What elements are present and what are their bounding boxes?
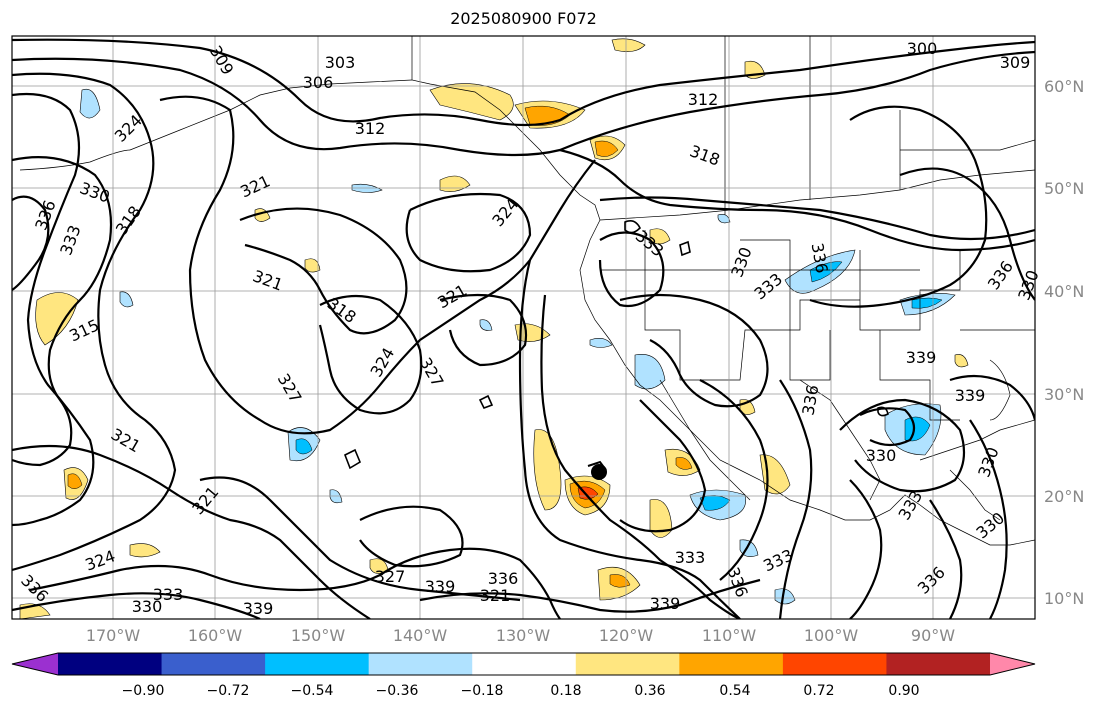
lon-label-130w: 130°W [495,626,551,645]
lon-label-150w: 150°W [290,626,346,645]
colorbar-segment [886,653,991,675]
coastline-and-borders [19,36,1035,546]
colorbar-tick-label: 0.36 [634,683,666,699]
contour-value-label: 339 [650,594,681,613]
lat-label-10n: 10°N [1044,589,1085,608]
contour-value-label: 309 [1000,53,1031,72]
small-contour-features [343,220,889,470]
colorbar-segment [782,653,887,675]
colorbar-tick-label: −0.72 [206,683,250,699]
lon-label-140w: 140°W [392,626,448,645]
lat-label-30n: 30°N [1044,385,1085,404]
contour-value-label: 327 [375,567,406,586]
colorbar-tick-label: −0.18 [460,683,504,699]
colorbar-outline [11,652,1036,676]
colorbar-tick-label: 0.90 [888,683,920,699]
plot-border [11,35,1036,620]
colorbar-tick-label: 0.72 [803,683,835,699]
contour-value-label: 303 [325,53,356,72]
chart-title: 2025080900 F072 [450,9,597,28]
contour-value-label: 330 [132,597,163,616]
contour-value-label: 339 [243,599,274,618]
contour-value-label: 333 [675,548,706,567]
contour-value-label: 300 [907,39,938,58]
colorbar-tick-label: −0.54 [290,683,334,699]
lat-label-50n: 50°N [1044,179,1085,198]
colorbar-segment [575,653,680,675]
lon-label-170w: 170°W [85,626,141,645]
gridlines [12,36,1035,619]
lat-label-20n: 20°N [1044,487,1085,506]
lon-label-100w: 100°W [803,626,859,645]
lon-label-110w: 110°W [701,626,757,645]
strong-negative-anomaly-shading [295,261,943,511]
contour-value-label: 306 [303,73,334,92]
tropical-storm-marker [587,460,607,480]
colorbar-extend-max [990,653,1035,675]
lat-label-40n: 40°N [1044,282,1085,301]
colorbar-segment [161,653,266,675]
colorbar-extend-min [12,653,58,675]
contour-value-label: 321 [480,586,511,605]
colorbar-segment [265,653,370,675]
colorbar-segment [368,653,473,675]
contour-value-label: 330 [866,446,897,465]
colorbar-segment [58,653,163,675]
contour-value-label: 339 [425,577,456,596]
lon-label-120w: 120°W [598,626,654,645]
colorbar-tick-label: −0.36 [375,683,419,699]
colorbar [11,652,1036,676]
contour-value-label: 312 [355,119,386,138]
colorbar-tick-label: 0.18 [550,683,582,699]
lon-label-160w: 160°W [187,626,243,645]
contour-value-label: 336 [488,569,519,588]
colorbar-tick-label: 0.54 [719,683,751,699]
contour-value-label: 339 [906,348,937,367]
colorbar-segment [472,653,577,675]
theta-contours [12,38,1035,619]
contour-value-label: 312 [688,90,719,109]
lat-label-60n: 60°N [1044,77,1085,96]
contour-value-label: 333 [153,585,184,604]
lon-label-90w: 90°W [910,626,956,645]
colorbar-segment [679,653,784,675]
colorbar-tick-label: −0.90 [121,683,165,699]
contour-value-label: 339 [955,386,986,405]
